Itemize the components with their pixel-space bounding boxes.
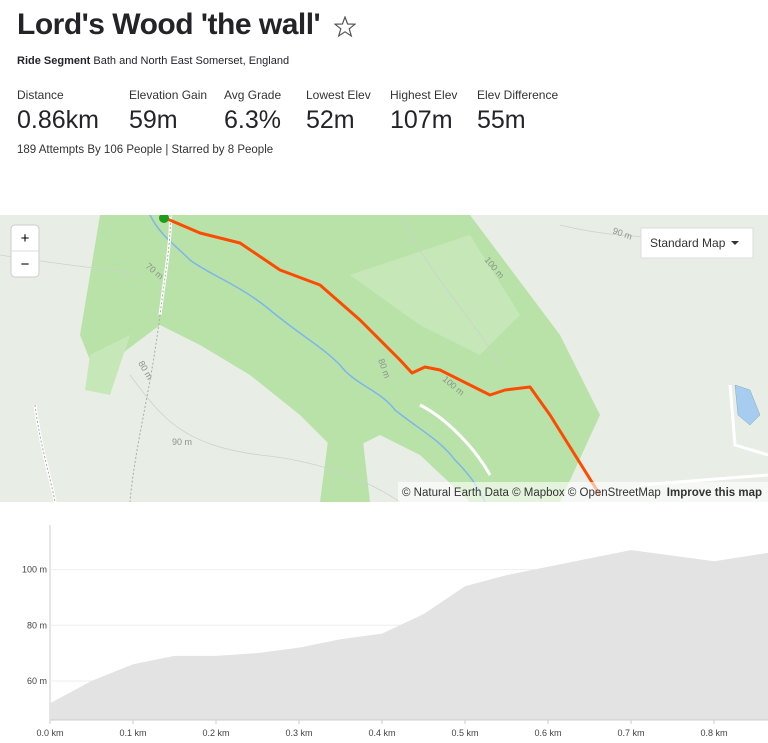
x-tick-label: 0.4 km xyxy=(369,728,396,738)
y-tick-label: 60 m xyxy=(27,676,47,686)
stat-label: Distance xyxy=(17,88,64,102)
contour-label: 90 m xyxy=(172,437,192,447)
stat-label: Avg Grade xyxy=(224,88,282,102)
forest xyxy=(320,415,370,502)
stat-label: Elev Difference xyxy=(477,88,559,102)
stat: Distance 0.86km xyxy=(17,88,99,135)
stat: Elev Difference 55m xyxy=(477,88,558,135)
segment-title: Lord's Wood 'the wall' xyxy=(17,8,321,41)
x-tick-label: 0.1 km xyxy=(119,728,146,738)
map[interactable]: 70 m 80 m 80 m 90 m 90 m 100 m 100 m + −… xyxy=(0,215,768,502)
stat-value: 59m xyxy=(129,106,178,134)
stream xyxy=(149,215,486,502)
stat-label: Elevation Gain xyxy=(129,88,208,102)
forest xyxy=(350,235,520,355)
stat-value: 6.3% xyxy=(224,106,281,134)
y-tick-label: 100 m xyxy=(22,565,47,575)
map-style-label[interactable]: Standard Map xyxy=(650,236,726,250)
x-tick-label: 0.8 km xyxy=(701,728,728,738)
stat-label: Lowest Elev xyxy=(306,88,371,102)
elevation-chart: 60 m 80 m 100 m 0.0 km 0.1 km 0.2 km 0.3 km 0.4… xyxy=(22,525,768,738)
stat: Highest Elev 107m xyxy=(390,88,457,135)
zoom-control: + − xyxy=(10,224,40,278)
zoom-in[interactable]: + xyxy=(21,230,30,247)
map-style-button[interactable]: Standard Map xyxy=(640,227,754,259)
attempts: 189 Attempts By 106 People | Starred by … xyxy=(17,144,274,156)
pond xyxy=(734,384,761,426)
improve-map-link[interactable]: Improve this map xyxy=(667,487,762,499)
x-tick-label: 0.2 km xyxy=(203,728,230,738)
stat: Avg Grade 6.3% xyxy=(224,88,281,135)
x-tick-label: 0.0 km xyxy=(36,728,63,738)
elevation-area xyxy=(50,550,768,720)
subtitle: Ride Segment Bath and North East Somerse… xyxy=(17,55,289,67)
stat-value: 55m xyxy=(477,106,526,134)
stat-value: 52m xyxy=(306,106,355,134)
stat-label: Highest Elev xyxy=(390,88,458,102)
route-start xyxy=(159,215,169,223)
x-tick-label: 0.3 km xyxy=(286,728,313,738)
segment-type: Ride Segment xyxy=(17,55,91,67)
x-tick-label: 0.6 km xyxy=(535,728,562,738)
stat: Elevation Gain 59m xyxy=(129,88,207,135)
star-button[interactable] xyxy=(334,16,356,38)
route xyxy=(164,216,602,496)
stat-value: 0.86km xyxy=(17,106,99,134)
x-tick-label: 0.5 km xyxy=(452,728,479,738)
paths xyxy=(34,215,171,502)
x-tick-label: 0.7 km xyxy=(618,728,645,738)
field xyxy=(85,335,130,395)
y-tick-label: 80 m xyxy=(27,620,47,630)
stat: Lowest Elev 52m xyxy=(306,88,371,135)
attribution: © Natural Earth Data © Mapbox © OpenStre… xyxy=(402,487,661,499)
stat-value: 107m xyxy=(390,106,453,134)
location: Bath and North East Somerset, England xyxy=(93,55,290,67)
zoom-out[interactable]: − xyxy=(21,256,30,273)
